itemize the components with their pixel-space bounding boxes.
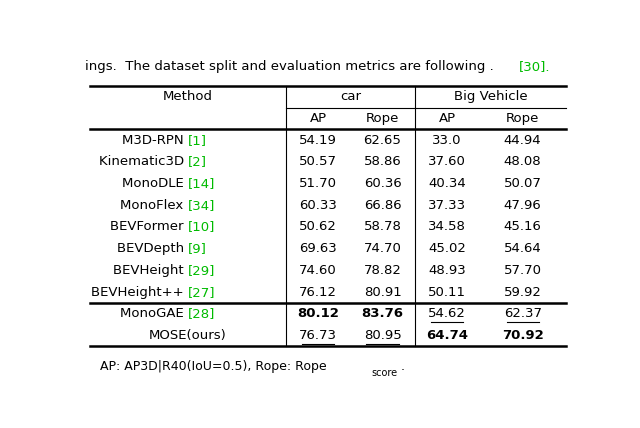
Text: 45.02: 45.02 [428, 242, 466, 255]
Text: MonoFlex: MonoFlex [120, 199, 188, 212]
Text: [27]: [27] [188, 285, 216, 299]
Text: 50.62: 50.62 [299, 220, 337, 234]
Text: 54.64: 54.64 [504, 242, 541, 255]
Text: 47.96: 47.96 [504, 199, 541, 212]
Text: 37.60: 37.60 [428, 155, 466, 168]
Text: 80.12: 80.12 [297, 307, 339, 320]
Text: AP: AP [438, 112, 456, 125]
Text: Rope: Rope [366, 112, 399, 125]
Text: AP: AP3D|R40(IoU=0.5), Rope: Rope: AP: AP3D|R40(IoU=0.5), Rope: Rope [100, 360, 326, 373]
Text: [30].: [30]. [519, 59, 550, 73]
Text: MonoDLE: MonoDLE [122, 177, 188, 190]
Text: [9]: [9] [188, 242, 207, 255]
Text: score: score [372, 369, 398, 378]
Text: car: car [340, 90, 361, 103]
Text: [10]: [10] [188, 220, 215, 234]
Text: 78.82: 78.82 [364, 264, 401, 277]
Text: BEVDepth: BEVDepth [116, 242, 188, 255]
Text: [34]: [34] [188, 199, 215, 212]
Text: 37.33: 37.33 [428, 199, 466, 212]
Text: BEVHeight++: BEVHeight++ [91, 285, 188, 299]
Text: AP: AP [310, 112, 326, 125]
Text: 51.70: 51.70 [299, 177, 337, 190]
Text: 66.86: 66.86 [364, 199, 401, 212]
Text: M3D-RPN: M3D-RPN [122, 134, 188, 147]
Text: 74.70: 74.70 [364, 242, 401, 255]
Text: Method: Method [163, 90, 213, 103]
Text: 58.78: 58.78 [364, 220, 401, 234]
Text: Rope: Rope [506, 112, 540, 125]
Text: MOSE(ours): MOSE(ours) [149, 329, 227, 342]
Text: 60.33: 60.33 [299, 199, 337, 212]
Text: 83.76: 83.76 [362, 307, 404, 320]
Text: 44.94: 44.94 [504, 134, 541, 147]
Text: 62.37: 62.37 [504, 307, 541, 320]
Text: .: . [401, 360, 405, 373]
Text: 76.73: 76.73 [299, 329, 337, 342]
Text: [2]: [2] [188, 155, 207, 168]
Text: Big Vehicle: Big Vehicle [454, 90, 527, 103]
Text: 80.95: 80.95 [364, 329, 401, 342]
Text: 50.11: 50.11 [428, 285, 466, 299]
Text: [1]: [1] [188, 134, 207, 147]
Text: [29]: [29] [188, 264, 215, 277]
Text: 48.93: 48.93 [428, 264, 466, 277]
Text: 54.62: 54.62 [428, 307, 466, 320]
Text: 54.19: 54.19 [299, 134, 337, 147]
Text: 50.07: 50.07 [504, 177, 541, 190]
Text: 57.70: 57.70 [504, 264, 541, 277]
Text: 60.36: 60.36 [364, 177, 401, 190]
Text: 45.16: 45.16 [504, 220, 541, 234]
Text: 76.12: 76.12 [299, 285, 337, 299]
Text: 34.58: 34.58 [428, 220, 466, 234]
Text: 50.57: 50.57 [299, 155, 337, 168]
Text: Kinematic3D: Kinematic3D [99, 155, 188, 168]
Text: 58.86: 58.86 [364, 155, 401, 168]
Text: MonoGAE: MonoGAE [120, 307, 188, 320]
Text: 80.91: 80.91 [364, 285, 401, 299]
Text: 33.0: 33.0 [432, 134, 462, 147]
Text: 64.74: 64.74 [426, 329, 468, 342]
Text: 62.65: 62.65 [364, 134, 401, 147]
Text: BEVFormer: BEVFormer [110, 220, 188, 234]
Text: ings.  The dataset split and evaluation metrics are following .: ings. The dataset split and evaluation m… [85, 59, 493, 73]
Text: 70.92: 70.92 [502, 329, 543, 342]
Text: [14]: [14] [188, 177, 215, 190]
Text: [28]: [28] [188, 307, 215, 320]
Text: 74.60: 74.60 [300, 264, 337, 277]
Text: 48.08: 48.08 [504, 155, 541, 168]
Text: 69.63: 69.63 [300, 242, 337, 255]
Text: 59.92: 59.92 [504, 285, 541, 299]
Text: 40.34: 40.34 [428, 177, 466, 190]
Text: BEVHeight: BEVHeight [113, 264, 188, 277]
